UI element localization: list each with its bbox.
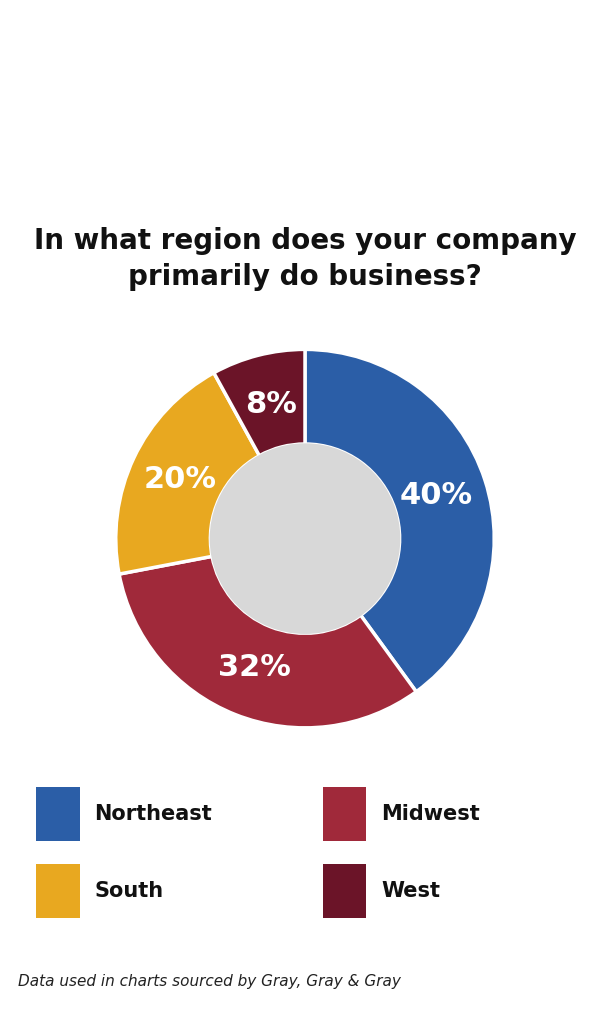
Text: 8%: 8% bbox=[245, 390, 296, 419]
Bar bbox=[35, 864, 79, 919]
Wedge shape bbox=[116, 373, 259, 574]
Text: Data used in charts sourced by Gray, Gray & Gray: Data used in charts sourced by Gray, Gra… bbox=[18, 974, 401, 989]
Wedge shape bbox=[214, 349, 305, 456]
Bar bbox=[323, 786, 367, 841]
Text: Northeast: Northeast bbox=[94, 804, 212, 824]
Text: Midwest: Midwest bbox=[381, 804, 480, 824]
Bar bbox=[323, 864, 367, 919]
Text: South: South bbox=[94, 882, 163, 901]
Bar bbox=[35, 786, 79, 841]
Text: 32%: 32% bbox=[218, 652, 290, 682]
Text: In what region does your company
primarily do business?: In what region does your company primari… bbox=[34, 227, 576, 291]
Wedge shape bbox=[119, 556, 416, 728]
Text: West: West bbox=[381, 882, 440, 901]
Wedge shape bbox=[305, 349, 494, 692]
Text: 40%: 40% bbox=[400, 481, 473, 510]
Text: 20%: 20% bbox=[143, 465, 217, 495]
Text: WHO TOOK THE SURVEY?: WHO TOOK THE SURVEY? bbox=[38, 26, 572, 61]
Circle shape bbox=[210, 444, 400, 633]
